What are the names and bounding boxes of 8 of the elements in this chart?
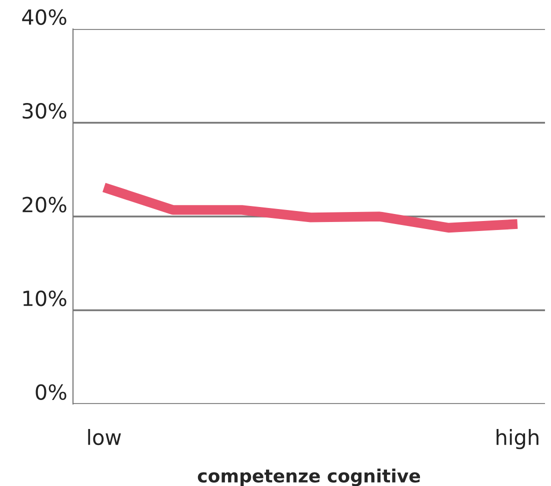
x-axis-title: competenze cognitive bbox=[198, 468, 420, 486]
x-tick-label: high bbox=[496, 429, 538, 450]
y-tick-label: 40% bbox=[22, 9, 66, 25]
x-tick-label: low bbox=[88, 429, 121, 446]
y-tick-label: 0% bbox=[36, 384, 66, 400]
y-tick-label: 30% bbox=[22, 102, 66, 119]
y-tick-label: 20% bbox=[22, 196, 66, 212]
y-tick-label: 10% bbox=[23, 290, 66, 306]
